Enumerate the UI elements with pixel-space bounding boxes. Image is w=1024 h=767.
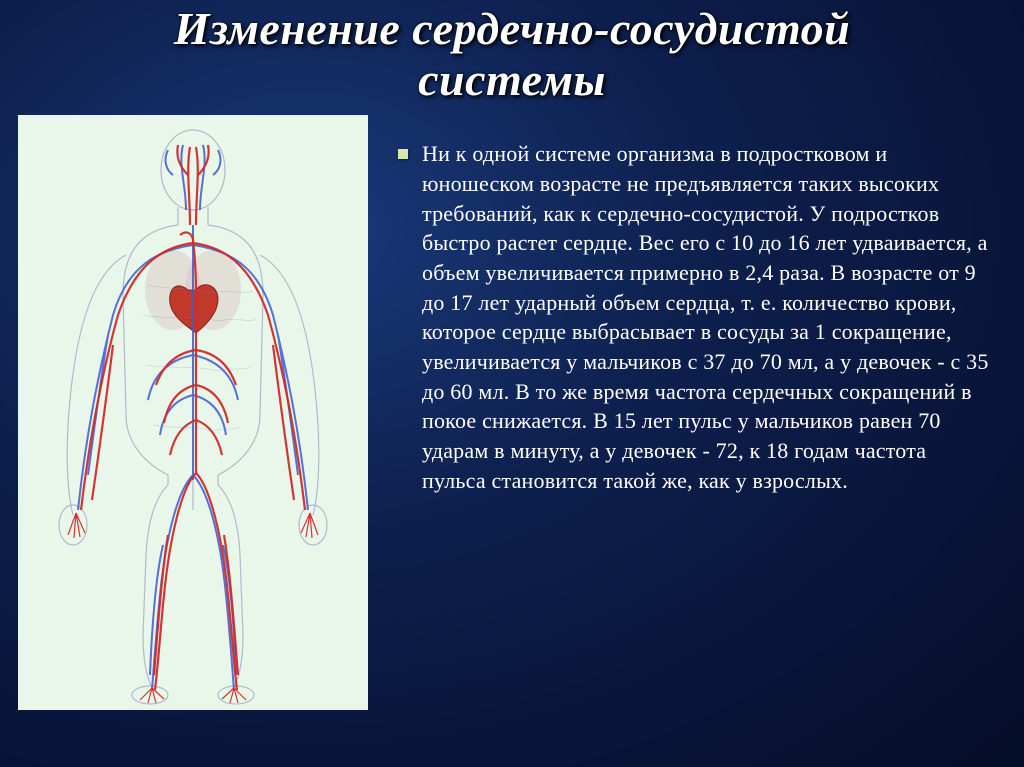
body-text-block: Ни к одной системе организма в подростко… — [398, 115, 994, 747]
content-row: Ни к одной системе организма в подростко… — [0, 115, 1024, 767]
bullet-paragraph: Ни к одной системе организма в подростко… — [398, 139, 994, 495]
circulatory-system-icon — [18, 115, 368, 710]
bullet-icon — [398, 149, 408, 159]
slide: Изменение сердечно-сосудистой системы — [0, 0, 1024, 767]
paragraph-text: Ни к одной системе организма в подростко… — [422, 139, 994, 495]
slide-title: Изменение сердечно-сосудистой системы — [0, 0, 1024, 115]
title-line-1: Изменение сердечно-сосудистой — [174, 3, 851, 54]
anatomy-figure — [18, 115, 368, 710]
title-line-2: системы — [418, 54, 606, 105]
